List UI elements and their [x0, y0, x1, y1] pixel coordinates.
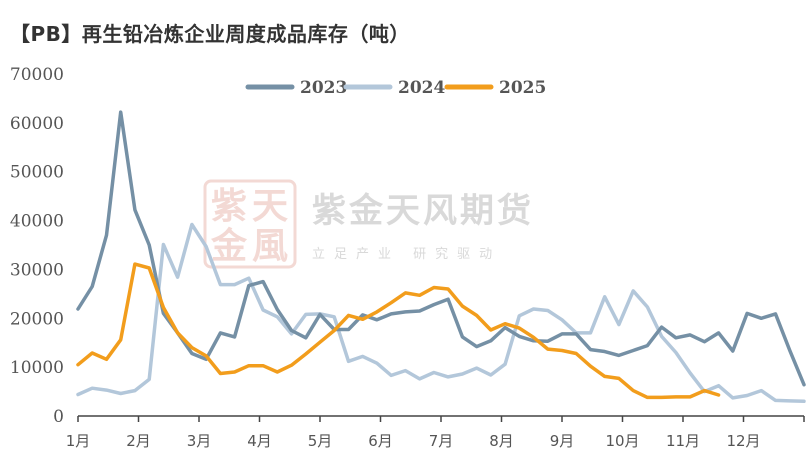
series-line-2025	[76, 262, 721, 400]
x-tick-label: 3月	[187, 432, 212, 450]
x-tick-label: 12月	[726, 432, 760, 450]
legend: 2023 2024 2025	[245, 78, 546, 98]
watermark-logo-char-3: 金	[210, 225, 248, 267]
watermark-logo: 紫 天 金 風	[203, 179, 297, 269]
x-tick-label: 5月	[308, 432, 333, 450]
x-tick-label: 10月	[605, 432, 639, 450]
y-axis: 0 10000 20000 30000 40000 50000 60000 70000	[10, 65, 64, 427]
y-tick-label: 20000	[10, 309, 64, 329]
y-tick-label: 30000	[10, 260, 64, 280]
y-tick-label: 70000	[10, 65, 64, 85]
x-axis: 1月 2月 3月 4月 5月 6月 7月 8月 9月 10月 11月 12月	[66, 415, 805, 450]
watermark: 紫 天 金 風 紫金天风期货 立足产业 研究驱动	[203, 179, 534, 269]
x-tick-label: 7月	[429, 432, 454, 450]
x-tick-label: 2月	[126, 432, 151, 450]
x-tick-label: 11月	[666, 432, 700, 450]
y-tick-label: 40000	[10, 212, 64, 232]
legend-label-2025: 2025	[499, 78, 546, 98]
legend-label-2024: 2024	[398, 78, 445, 98]
x-tick-label: 9月	[550, 432, 575, 450]
y-tick-label: 10000	[10, 358, 64, 378]
legend-label-2023: 2023	[300, 78, 347, 98]
chart-title: 【PB】再生铅冶炼企业周度成品库存（吨）	[10, 22, 410, 46]
x-tick-label: 8月	[489, 432, 514, 450]
watermark-logo-char-4: 風	[252, 225, 288, 267]
y-tick-label: 60000	[10, 114, 64, 134]
watermark-text: 紫金天风期货	[312, 191, 534, 231]
x-tick-label: 4月	[247, 432, 272, 450]
watermark-logo-char-1: 紫	[211, 185, 247, 227]
series-line-2023	[76, 110, 806, 387]
watermark-logo-char-2: 天	[252, 185, 288, 227]
y-tick-label: 50000	[10, 163, 64, 183]
y-tick-label: 0	[53, 407, 64, 427]
series-line-2024	[76, 222, 806, 404]
x-tick-label: 1月	[66, 432, 91, 450]
series-group	[76, 110, 806, 404]
watermark-tagline: 立足产业 研究驱动	[312, 247, 501, 262]
x-tick-label: 6月	[368, 432, 393, 450]
